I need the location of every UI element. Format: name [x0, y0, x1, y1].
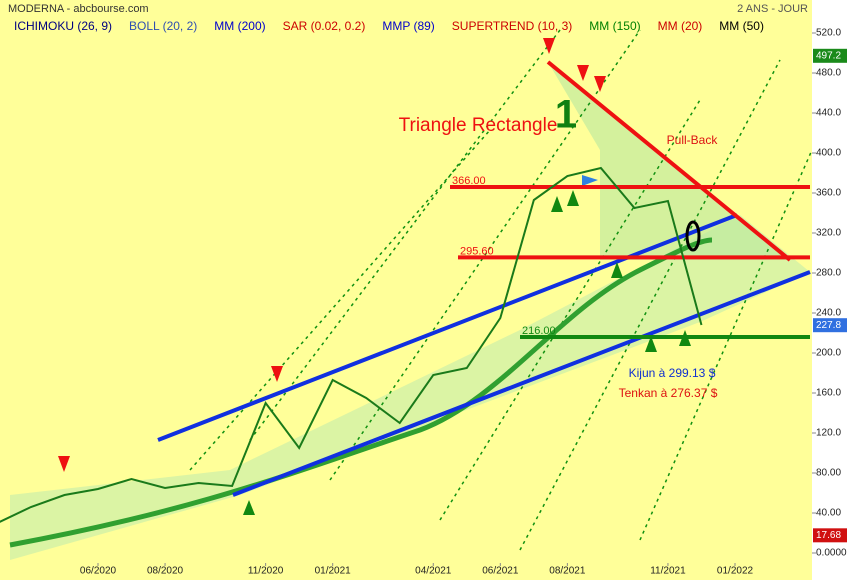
- dotted-line: [439, 99, 701, 521]
- tenkan-label: Tenkan à 276.37 $: [619, 386, 718, 400]
- x-tick-label: 08/2021: [549, 566, 586, 577]
- y-tick-label: 200.0: [816, 348, 841, 359]
- arrow: [58, 456, 70, 472]
- x-tick-label: 11/2021: [650, 566, 686, 577]
- x-tick-label: 01/2022: [717, 566, 754, 577]
- dotted-line: [639, 149, 813, 541]
- x-tick-label: 04/2021: [415, 566, 452, 577]
- circle-mark: [685, 220, 701, 252]
- price-tag: [813, 318, 847, 333]
- y-tick-label: 280.0: [816, 268, 841, 279]
- chart-title: MODERNA - abcbourse.com: [8, 3, 149, 15]
- moving-average: [9, 237, 713, 548]
- dotted-line: [519, 59, 781, 551]
- level-label: 295.60: [460, 245, 494, 257]
- arrow: [243, 500, 255, 515]
- axis-panel: [812, 0, 855, 580]
- legend-entry: BOLL (20, 2): [129, 19, 197, 33]
- period: 2 ANS - JOUR: [737, 3, 808, 15]
- arrow: [645, 336, 657, 352]
- legend-entry: SUPERTREND (10, 3): [452, 19, 572, 33]
- y-tick-label: 480.0: [816, 68, 841, 79]
- arrow: [271, 366, 283, 382]
- y-tick-label: 40.00: [816, 508, 841, 519]
- arrow-right: [582, 175, 598, 186]
- legend-entry: SAR (0.02, 0.2): [283, 19, 366, 33]
- pullback-label: Pull-Back: [667, 133, 719, 147]
- level-label: 366.00: [452, 175, 486, 187]
- legend-entry: MMP (89): [382, 19, 434, 33]
- arrow: [577, 65, 589, 81]
- y-tick-label: 400.0: [816, 148, 841, 159]
- y-tick-label: 120.0: [816, 428, 841, 439]
- dotted-line: [329, 29, 641, 481]
- channel-bottom: [232, 270, 811, 497]
- x-tick-label: 11/2020: [248, 566, 284, 577]
- channel-top: [157, 213, 738, 442]
- y-tick-label: 520.0: [816, 28, 841, 39]
- price-tag-label: 497.2: [816, 50, 841, 61]
- arrows-down: [58, 38, 606, 472]
- legend-entry: MM (20): [658, 19, 703, 33]
- wave-label: 1: [555, 93, 577, 137]
- legend-entry: MM (150): [589, 19, 640, 33]
- dotted-line: [249, 29, 561, 441]
- y-tick-label: 240.0: [816, 308, 841, 319]
- y-tick-label: 360.0: [816, 188, 841, 199]
- channel-fill: [10, 215, 810, 560]
- pattern-label: Triangle Rectangle: [399, 115, 558, 136]
- arrow: [611, 262, 623, 278]
- arrow: [567, 190, 579, 206]
- arrow: [543, 38, 555, 54]
- y-tick-label: 0.0000: [816, 548, 847, 559]
- level-label: 216.00: [522, 325, 556, 337]
- dotted-line: [189, 129, 491, 471]
- y-tick-label: 320.0: [816, 228, 841, 239]
- price-line: [0, 166, 703, 523]
- arrow: [551, 196, 563, 212]
- price-tag: [813, 528, 847, 543]
- arrow: [594, 76, 606, 92]
- y-tick-label: 160.0: [816, 388, 841, 399]
- legend-entry: MM (50): [719, 19, 764, 33]
- dotted-channels: [189, 29, 813, 551]
- x-tick-label: 06/2020: [80, 566, 117, 577]
- triangle-side: [546, 60, 792, 262]
- y-tick-label: 80.00: [816, 468, 841, 479]
- legend-entry: MM (200): [214, 19, 265, 33]
- price-tag-label: 17.68: [816, 530, 841, 541]
- x-tick-label: 06/2021: [482, 566, 519, 577]
- date-strip: [0, 563, 812, 580]
- kijun-label: Kijun à 299.13 $: [629, 366, 716, 380]
- y-tick-label: 440.0: [816, 108, 841, 119]
- price-tag-label: 227.8: [816, 320, 841, 331]
- legend-entry: ICHIMOKU (26, 9): [14, 19, 112, 33]
- x-tick-label: 01/2021: [315, 566, 352, 577]
- x-tick-label: 08/2020: [147, 566, 184, 577]
- price-tag: [813, 48, 847, 63]
